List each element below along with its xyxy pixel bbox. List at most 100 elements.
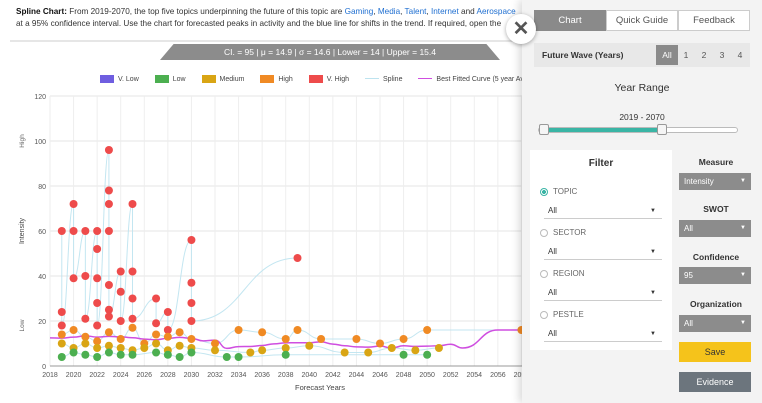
data-point (258, 346, 267, 355)
data-point (293, 326, 302, 334)
organization-select[interactable]: All ▼ (679, 315, 751, 332)
data-point (81, 332, 90, 341)
x-tick-label: 2020 (66, 372, 82, 379)
radio-topic[interactable]: TOPIC (540, 187, 577, 196)
save-button[interactable]: Save (679, 342, 751, 362)
data-point (93, 321, 102, 330)
x-tick-label: 2030 (184, 372, 200, 379)
x-tick-label: 2054 (466, 372, 482, 379)
data-point (93, 274, 102, 283)
caret-down-icon: ▼ (650, 331, 656, 337)
wave-option-3[interactable]: 3 (719, 50, 725, 60)
topic-link-talent[interactable]: Talent (404, 7, 427, 16)
slider-handle-end[interactable] (657, 124, 668, 135)
data-point (104, 305, 113, 314)
swot-select[interactable]: All ▼ (679, 220, 751, 237)
data-point (57, 308, 66, 316)
data-point (211, 339, 219, 348)
x-tick-label: 2028 (160, 372, 176, 379)
x-tick-label: 2056 (490, 372, 506, 379)
data-point (81, 339, 90, 348)
y-axis-low-label: Low (19, 319, 26, 331)
data-point (187, 335, 196, 343)
data-point (211, 346, 219, 355)
data-point (163, 350, 172, 359)
topic-link-aerospace[interactable]: Aerospace (476, 7, 516, 16)
pestle-select[interactable]: All ▼ (544, 326, 662, 342)
y-tick-label: 80 (38, 184, 46, 191)
x-tick-label: 2018 (42, 372, 58, 379)
data-point (69, 274, 78, 283)
y-tick-label: 40 (38, 274, 46, 281)
spline-curve (61, 351, 428, 358)
data-point (116, 335, 125, 343)
confidence-select[interactable]: 95 ▼ (679, 267, 751, 284)
filter-box: Filter TOPIC All ▼ SECTOR All ▼ REGION All… (530, 150, 672, 350)
data-point (57, 339, 66, 348)
x-tick-label: 2044 (349, 372, 365, 379)
caret-down-icon: ▼ (740, 272, 746, 278)
tab-chart[interactable]: Chart (534, 10, 606, 31)
slider-handle-start[interactable] (539, 124, 549, 135)
tab-feedback[interactable]: Feedback (678, 10, 750, 31)
legend-swatch (201, 75, 216, 83)
wave-option-1[interactable]: 1 (683, 50, 689, 60)
data-point (128, 267, 137, 276)
legend-line (418, 78, 433, 80)
legend-item-vlow[interactable]: V. Low (100, 75, 139, 83)
x-tick-label: 2040 (301, 372, 317, 379)
radio-sector[interactable]: SECTOR (540, 228, 586, 237)
legend-item-best-fit[interactable]: Best Fitted Curve (5 year Ave (418, 76, 528, 83)
legend-item-medium[interactable]: Medium (201, 75, 244, 83)
data-point (152, 330, 161, 339)
data-point (281, 335, 290, 343)
data-point (57, 330, 66, 339)
topic-select[interactable]: All ▼ (544, 203, 662, 219)
tab-quick-guide[interactable]: Quick Guide (606, 10, 678, 31)
data-point (104, 281, 113, 289)
data-point (128, 200, 137, 208)
data-point (93, 337, 102, 346)
data-point (340, 348, 349, 357)
y-axis-high-label: High (19, 134, 26, 148)
year-range-title: Year Range (614, 82, 670, 94)
data-point (69, 200, 78, 208)
data-point (93, 299, 102, 307)
sector-select[interactable]: All ▼ (544, 244, 662, 260)
data-point (423, 326, 432, 334)
data-point (163, 326, 172, 334)
legend-item-vhigh[interactable]: V. High (308, 75, 349, 83)
year-range-slider[interactable] (538, 124, 738, 135)
radio-region[interactable]: REGION (540, 269, 585, 278)
region-select[interactable]: All ▼ (544, 285, 662, 301)
data-point (104, 227, 113, 235)
description-text-1: From 2019-2070, the top five topics unde… (66, 7, 345, 16)
legend-item-high[interactable]: High (260, 75, 293, 83)
x-tick-label: 2032 (207, 372, 223, 379)
data-point (81, 272, 90, 280)
radio-pestle[interactable]: PESTLE (540, 310, 584, 319)
wave-option-all[interactable]: All (656, 45, 678, 65)
wave-option-2[interactable]: 2 (701, 50, 707, 60)
topic-link-internet[interactable]: Internet (430, 7, 459, 16)
topic-link-media[interactable]: Media (377, 7, 401, 16)
measure-select[interactable]: Intensity ▼ (679, 173, 751, 190)
data-point (152, 348, 161, 357)
data-point (128, 323, 137, 332)
slider-fill (544, 128, 663, 132)
data-point (152, 319, 161, 328)
topic-link-gaming[interactable]: Gaming (344, 7, 374, 16)
wave-option-4[interactable]: 4 (737, 50, 743, 60)
y-tick-label: 100 (34, 139, 46, 146)
caret-down-icon: ▼ (650, 249, 656, 255)
data-point (281, 344, 290, 352)
legend-item-spline[interactable]: Spline (365, 76, 402, 83)
data-point (140, 344, 149, 352)
data-point (104, 312, 113, 321)
data-point (187, 299, 196, 307)
evidence-button[interactable]: Evidence (679, 372, 751, 392)
legend-item-low[interactable]: Low (154, 75, 186, 83)
close-panel-button[interactable]: ✕ (506, 14, 536, 44)
data-point (69, 227, 78, 235)
